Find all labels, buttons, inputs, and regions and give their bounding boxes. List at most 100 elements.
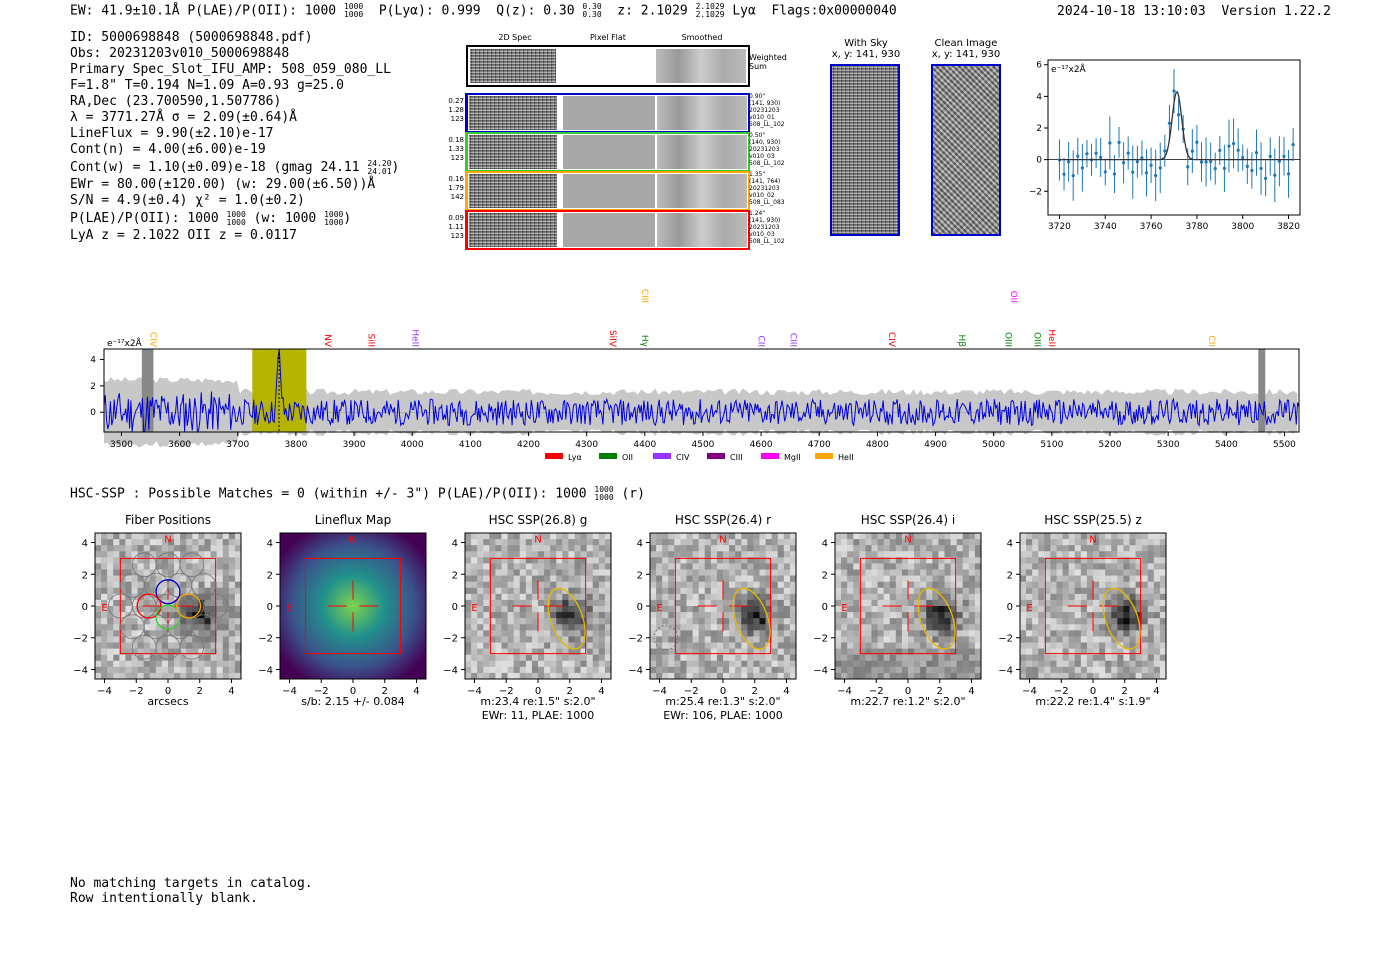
image-pixel	[1111, 660, 1118, 668]
image-pixel	[216, 660, 224, 668]
image-pixel	[222, 642, 230, 650]
hsc-ytick-label: 0	[637, 602, 643, 613]
image-pixel	[692, 575, 700, 583]
image-pixel	[538, 557, 545, 564]
image-pixel	[835, 569, 842, 577]
image-pixel	[914, 569, 921, 577]
cutout-row-meta: 0.50" (140, 930) 20231203 v010_03 508_LL_102	[749, 132, 785, 167]
image-pixel	[538, 545, 545, 552]
image-pixel	[1056, 575, 1064, 583]
image-pixel	[1020, 563, 1027, 570]
legend-swatch	[761, 453, 779, 459]
image-pixel	[216, 569, 224, 577]
image-pixel	[883, 593, 891, 601]
image-pixel	[889, 599, 897, 607]
image-pixel	[489, 672, 496, 680]
image-pixel	[723, 569, 730, 577]
zoom-data-point	[1126, 151, 1130, 155]
image-pixel	[956, 636, 964, 643]
image-pixel	[513, 569, 521, 577]
image-pixel	[168, 654, 175, 662]
image-pixel	[729, 569, 736, 577]
image-pixel	[835, 654, 842, 662]
image-pixel	[180, 648, 187, 656]
image-pixel	[204, 533, 212, 540]
image-pixel	[871, 618, 879, 625]
image-pixel	[161, 545, 169, 552]
image-pixel	[926, 599, 933, 607]
image-pixel	[747, 545, 754, 552]
image-pixel	[1068, 606, 1076, 613]
spectrum-line-label: Hγ	[639, 335, 649, 348]
image-pixel	[234, 563, 242, 570]
image-pixel	[1123, 581, 1130, 589]
image-pixel	[1141, 660, 1149, 668]
image-pixel	[107, 575, 114, 583]
image-pixel	[674, 618, 681, 625]
image-pixel	[1159, 599, 1167, 607]
image-pixel	[556, 654, 563, 662]
image-pixel	[216, 606, 224, 613]
image-pixel	[155, 666, 163, 674]
image-pixel	[544, 581, 551, 589]
image-pixel	[198, 533, 205, 540]
image-pixel	[1062, 642, 1070, 650]
image-pixel	[143, 618, 151, 625]
image-pixel	[974, 557, 982, 564]
image-pixel	[216, 557, 224, 564]
image-pixel	[686, 630, 694, 637]
image-pixel	[119, 593, 126, 601]
image-pixel	[871, 666, 879, 674]
image-pixel	[950, 593, 958, 601]
image-pixel	[1026, 672, 1033, 680]
image-pixel	[538, 654, 545, 662]
image-pixel	[604, 581, 612, 589]
image-pixel	[741, 642, 748, 650]
image-pixel	[143, 642, 151, 650]
image-pixel	[777, 618, 785, 625]
image-pixel	[1068, 587, 1076, 595]
image-pixel	[113, 599, 120, 607]
image-pixel	[1111, 569, 1118, 577]
image-pixel	[835, 612, 842, 619]
image-pixel	[192, 539, 199, 546]
image-pixel	[650, 593, 657, 601]
image-pixel	[180, 581, 187, 589]
image-pixel	[853, 636, 860, 643]
image-pixel	[680, 672, 687, 680]
hsc-panel-caption: m:25.4 re:1.3" s:2.0"	[665, 695, 781, 708]
image-pixel	[592, 587, 600, 595]
image-pixel	[216, 666, 224, 674]
image-pixel	[1056, 545, 1064, 552]
image-pixel	[1044, 660, 1051, 668]
image-pixel	[974, 666, 982, 674]
image-pixel	[107, 599, 114, 607]
image-pixel	[477, 575, 484, 583]
image-pixel	[544, 672, 551, 680]
image-pixel	[1020, 599, 1027, 607]
image-pixel	[495, 593, 502, 601]
image-pixel	[101, 569, 108, 577]
image-pixel	[747, 563, 754, 570]
image-pixel	[1135, 569, 1143, 577]
image-pixel	[1111, 624, 1118, 631]
image-pixel	[753, 660, 760, 668]
image-pixel	[962, 672, 970, 680]
image-pixel	[519, 533, 527, 540]
image-pixel	[686, 563, 694, 570]
image-pixel	[692, 666, 700, 674]
image-pixel	[920, 648, 927, 656]
image-pixel	[1135, 654, 1143, 662]
hsc-xtick-label: 4	[968, 686, 974, 697]
image-pixel	[210, 563, 218, 570]
image-pixel	[143, 539, 151, 546]
image-pixel	[216, 648, 224, 656]
image-pixel	[1086, 612, 1094, 619]
image-pixel	[883, 642, 891, 650]
image-pixel	[698, 581, 706, 589]
image-pixel	[95, 648, 102, 656]
image-pixel	[186, 593, 193, 601]
image-pixel	[704, 660, 712, 668]
image-pixel	[765, 606, 773, 613]
